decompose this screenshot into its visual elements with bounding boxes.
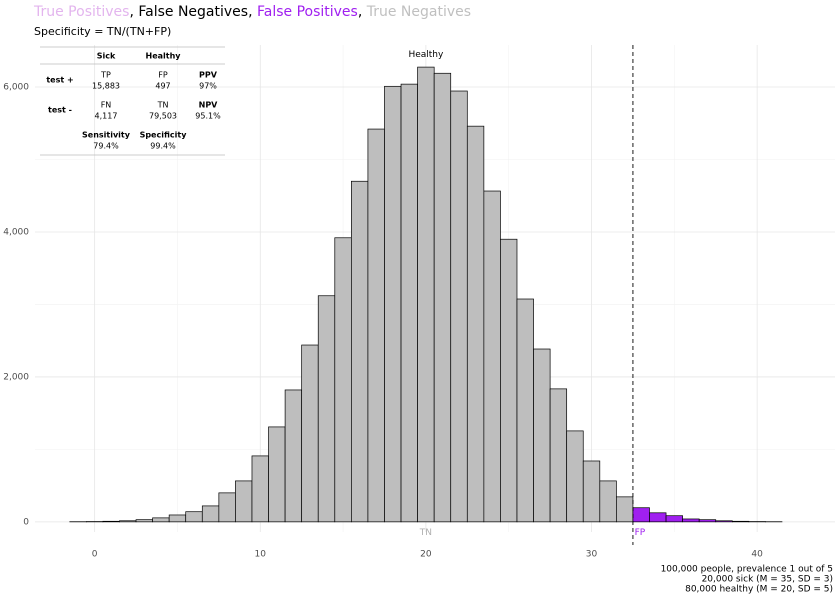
bar [566,430,584,523]
x-tick-label: 0 [92,550,98,560]
bar [715,520,733,523]
bar [351,180,369,523]
y-tick-label: 0 [23,517,29,527]
bar [433,72,452,523]
annotation: Healthy [408,50,444,60]
bar [533,348,551,523]
bar [500,238,518,523]
plot-area: Healthy TN FP [35,45,835,545]
cell-name: FN [101,101,112,110]
chart-subtitle: Specificity = TN/(TN+FP) [34,25,171,38]
x-tick-label: 40 [751,550,763,560]
bar [301,344,319,523]
bar [450,90,468,523]
bar [168,514,187,523]
y-tick-label: 2,000 [3,372,29,382]
metric-name: NPV [199,101,219,110]
bar [516,298,534,523]
bar [152,517,170,523]
bar [698,519,717,523]
bar [582,460,601,523]
bar [218,492,236,523]
bar [731,520,750,523]
summary-table: Sick Healthy test + TP 15,883 FP 497 PPV 97% test… [40,46,225,156]
metric-name: PPV [199,71,218,80]
metric-value: 95.1% [195,112,221,121]
bar [400,83,418,523]
footer-name: Sensitivity [82,131,131,140]
bar [367,128,385,523]
bar [102,520,120,523]
bar [317,295,336,523]
bar [682,518,700,523]
footer-value: 79.4% [93,142,119,151]
cell-value: 497 [155,82,170,91]
cell-value: 79,503 [149,112,177,121]
cell-value: 4,117 [95,112,118,121]
caption: 20,000 sick (M = 35, SD = 3) [702,575,833,585]
title-segment: False Negatives [138,4,248,20]
bar [632,507,650,523]
bar [599,480,617,523]
bar [251,455,269,523]
bar [665,515,683,523]
bar [483,190,501,523]
bar [466,125,485,523]
bar [417,66,435,523]
bar [549,388,568,523]
cell-name: TP [100,71,111,80]
metric-value: 97% [199,82,217,91]
bar [616,496,634,523]
title-segment: True Negatives [366,4,471,20]
column-header: Healthy [146,52,182,61]
y-tick-label: 6,000 [3,83,29,93]
bar [201,505,220,523]
bar [235,480,253,523]
footer-name: Specificity [140,131,188,140]
cell-name: FP [158,71,168,80]
bar [135,519,153,523]
caption: 80,000 healthy (M = 20, SD = 5) [685,585,833,595]
title-segment: , [129,4,138,20]
bar [384,85,402,523]
title-segment: , [358,4,367,20]
annotation: FP [635,528,646,538]
x-tick-label: 20 [420,550,432,560]
bar [268,426,286,523]
row-header: test + [46,76,73,85]
cell-name: TN [157,101,169,110]
title-segment: , [248,4,257,20]
x-tick-label: 10 [255,550,267,560]
caption: 100,000 people, prevalence 1 out of 5 [661,565,833,575]
y-tick-label: 4,000 [3,227,29,237]
footer-value: 99.4% [150,142,176,151]
title-segment: False Positives [257,4,358,20]
chart-title: True Positives, False Negatives, False P… [33,4,471,20]
row-header: test - [48,106,72,115]
bar [185,511,203,523]
bar [334,237,352,523]
bar [649,512,667,523]
column-header: Sick [97,52,116,61]
cell-value: 15,883 [92,82,120,91]
x-tick-label: 30 [586,550,598,560]
bar [284,389,303,523]
title-segment: True Positives [33,4,129,20]
bar [119,520,137,523]
annotation: TN [419,528,432,538]
